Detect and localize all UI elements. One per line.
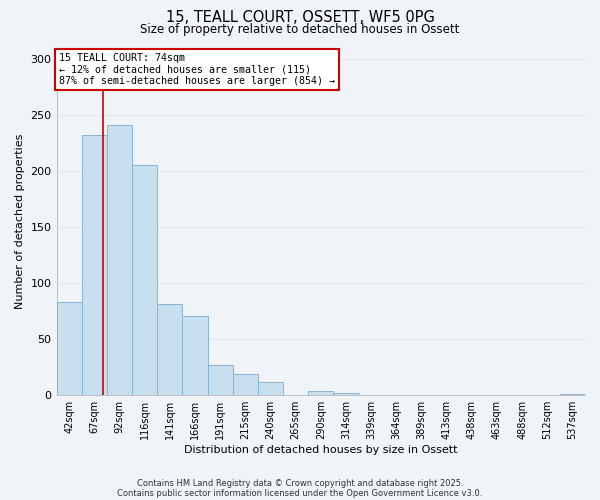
Bar — [208, 365, 233, 395]
Bar — [56, 302, 82, 395]
Bar — [233, 374, 258, 395]
Text: 15 TEALL COURT: 74sqm
← 12% of detached houses are smaller (115)
87% of semi-det: 15 TEALL COURT: 74sqm ← 12% of detached … — [59, 52, 335, 86]
Bar — [157, 304, 182, 395]
Bar — [107, 125, 132, 395]
Bar — [258, 382, 283, 395]
Text: Contains public sector information licensed under the Open Government Licence v3: Contains public sector information licen… — [118, 488, 482, 498]
Bar — [132, 166, 157, 395]
Text: Size of property relative to detached houses in Ossett: Size of property relative to detached ho… — [140, 22, 460, 36]
Y-axis label: Number of detached properties: Number of detached properties — [15, 134, 25, 309]
X-axis label: Distribution of detached houses by size in Ossett: Distribution of detached houses by size … — [184, 445, 458, 455]
Bar — [560, 394, 585, 395]
Bar — [308, 390, 334, 395]
Text: Contains HM Land Registry data © Crown copyright and database right 2025.: Contains HM Land Registry data © Crown c… — [137, 478, 463, 488]
Bar — [182, 316, 208, 395]
Bar — [82, 135, 107, 395]
Text: 15, TEALL COURT, OSSETT, WF5 0PG: 15, TEALL COURT, OSSETT, WF5 0PG — [166, 10, 434, 25]
Bar — [334, 393, 359, 395]
